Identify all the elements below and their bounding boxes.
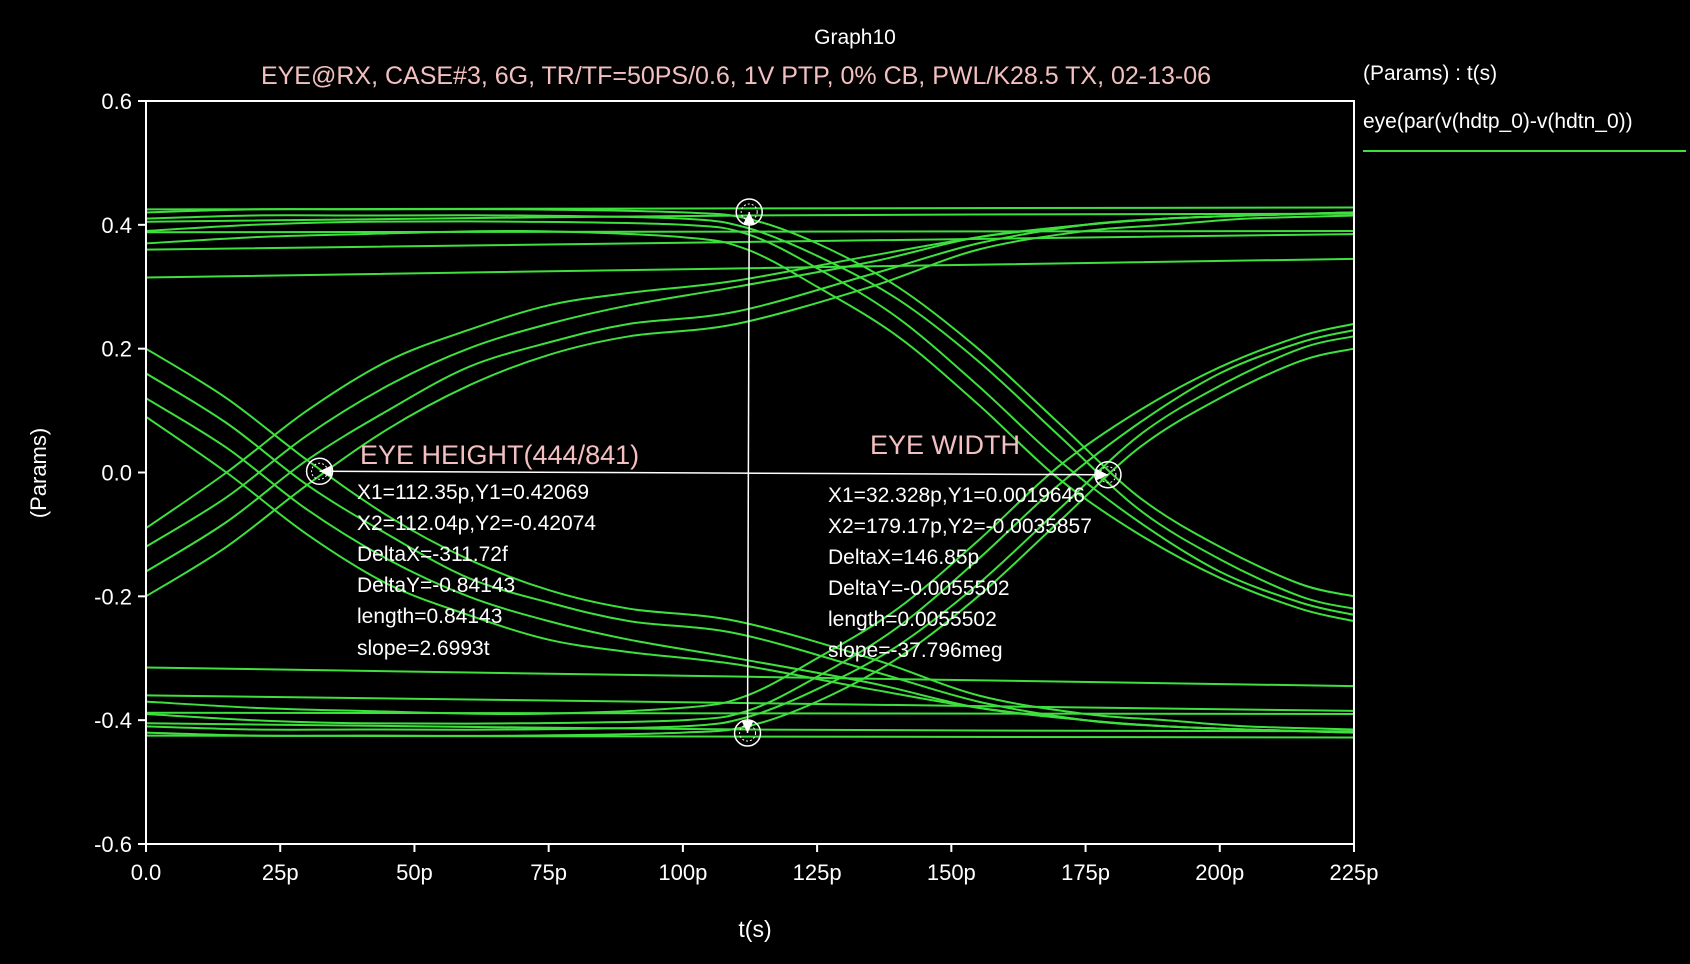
legend: (Params) : t(s) eye(par(v(hdtp_0)-v(hdtn…	[1363, 62, 1686, 152]
eye-trace-18	[145, 208, 1355, 598]
eye-width-cursor-2-ring	[1094, 460, 1122, 489]
x-axis-label: t(s)	[738, 916, 771, 942]
eye-height-arrow-2	[741, 720, 754, 734]
eye-width-line-5: length=0.0055502	[828, 608, 997, 631]
x-tick-label: 225p	[1330, 860, 1379, 885]
eye-trace-20	[145, 220, 1355, 616]
eye-trace-2	[145, 230, 1355, 234]
eye-width-cursor-line	[319, 470, 1108, 476]
eye-height-line-4: DeltaY=-0.84143	[357, 574, 515, 597]
eye-height-line-1: X1=112.35p,Y1=0.42069	[357, 481, 589, 504]
eye-trace-24	[145, 329, 1355, 725]
x-tick-label: 75p	[530, 860, 567, 885]
eye-width-arrow-2	[1095, 468, 1108, 481]
y-tick-label: -0.6	[94, 832, 132, 857]
eye-height-cursor-2-ring	[733, 719, 762, 747]
y-tick-label: 0.2	[101, 337, 132, 362]
eye-height-line-3: DeltaX=-311.72f	[357, 543, 508, 566]
plot-area	[145, 100, 1355, 845]
y-tick-label: -0.2	[94, 584, 132, 609]
x-tick-label: 175p	[1061, 860, 1110, 885]
chart-title: EYE@RX, CASE#3, 6G, TR/TF=50PS/0.6, 1V P…	[261, 62, 1211, 90]
eye-height-line-2: X2=112.04p,Y2=-0.42074	[357, 512, 596, 535]
y-tick-label: -0.4	[94, 708, 132, 733]
series-layer	[145, 206, 1355, 739]
eye-height-line-5: length=0.84143	[357, 605, 502, 628]
x-tick-label: 0.0	[131, 860, 162, 885]
x-tick-label: 25p	[262, 860, 299, 885]
eye-trace-13	[145, 211, 1355, 530]
eye-trace-3	[145, 233, 1355, 251]
eye-width-line-6: slope=-37.796meg	[828, 639, 1003, 662]
eye-trace-23	[145, 335, 1355, 731]
eye-trace-17	[145, 415, 1355, 734]
x-tick-label: 100p	[658, 860, 707, 885]
eye-width-title: EYE WIDTH	[870, 430, 1020, 460]
eye-height-cursor-1-ring	[735, 198, 763, 226]
eye-height-title: EYE HEIGHT(444/841)	[360, 440, 639, 470]
eye-width-annotation: EYE WIDTH X1=32.328p,Y1=0.0019646 X2=179…	[828, 430, 1092, 662]
eye-width-cursor-1-ring	[305, 457, 334, 486]
eye-width-line-4: DeltaY=-0.0055502	[828, 577, 1010, 600]
legend-header: (Params) : t(s)	[1363, 62, 1497, 85]
graph-label: Graph10	[814, 26, 896, 49]
y-axis-label: (Params)	[26, 428, 51, 518]
eye-height-annotation: EYE HEIGHT(444/841) X1=112.35p,Y1=0.4206…	[357, 440, 639, 660]
eye-trace-19	[145, 214, 1355, 610]
eye-trace-4	[145, 257, 1355, 279]
eye-height-arrow-1	[743, 212, 756, 225]
x-tick-label: 150p	[927, 860, 976, 885]
eye-trace-22	[145, 347, 1355, 737]
eye-width-line-2: X2=179.17p,Y2=-0.0035857	[828, 515, 1092, 538]
x-axis-ticks: 0.0 25p 50p 75p 100p 125p 150p 175p 200p 225p	[131, 844, 1379, 885]
y-axis-ticks: 0.6 0.4 0.2 0.0 -0.2 -0.4 -0.6	[94, 89, 146, 857]
eye-trace-14	[145, 347, 1355, 731]
eye-trace-7	[145, 711, 1355, 715]
x-tick-label: 50p	[396, 860, 433, 885]
eye-trace-1	[145, 212, 1355, 223]
eye-trace-8	[145, 694, 1355, 712]
eye-width-line-3: DeltaX=146.85p	[828, 546, 979, 569]
eye-trace-9	[145, 666, 1355, 688]
eye-width-line-1: X1=32.328p,Y1=0.0019646	[828, 484, 1085, 507]
y-tick-label: 0.4	[101, 213, 132, 238]
eye-trace-25	[145, 322, 1355, 716]
eye-trace-21	[145, 229, 1355, 623]
eye-width-arrow-1	[319, 465, 332, 478]
x-tick-label: 200p	[1195, 860, 1244, 885]
y-tick-label: 0.6	[101, 89, 132, 114]
legend-entry-label: eye(par(v(hdtp_0)-v(hdtn_0))	[1363, 110, 1633, 133]
cursor-layer	[305, 198, 1122, 747]
eye-trace-10	[145, 214, 1355, 598]
y-tick-label: 0.0	[101, 461, 132, 486]
x-tick-label: 125p	[793, 860, 842, 885]
eye-height-line-6: slope=2.6993t	[357, 637, 490, 660]
